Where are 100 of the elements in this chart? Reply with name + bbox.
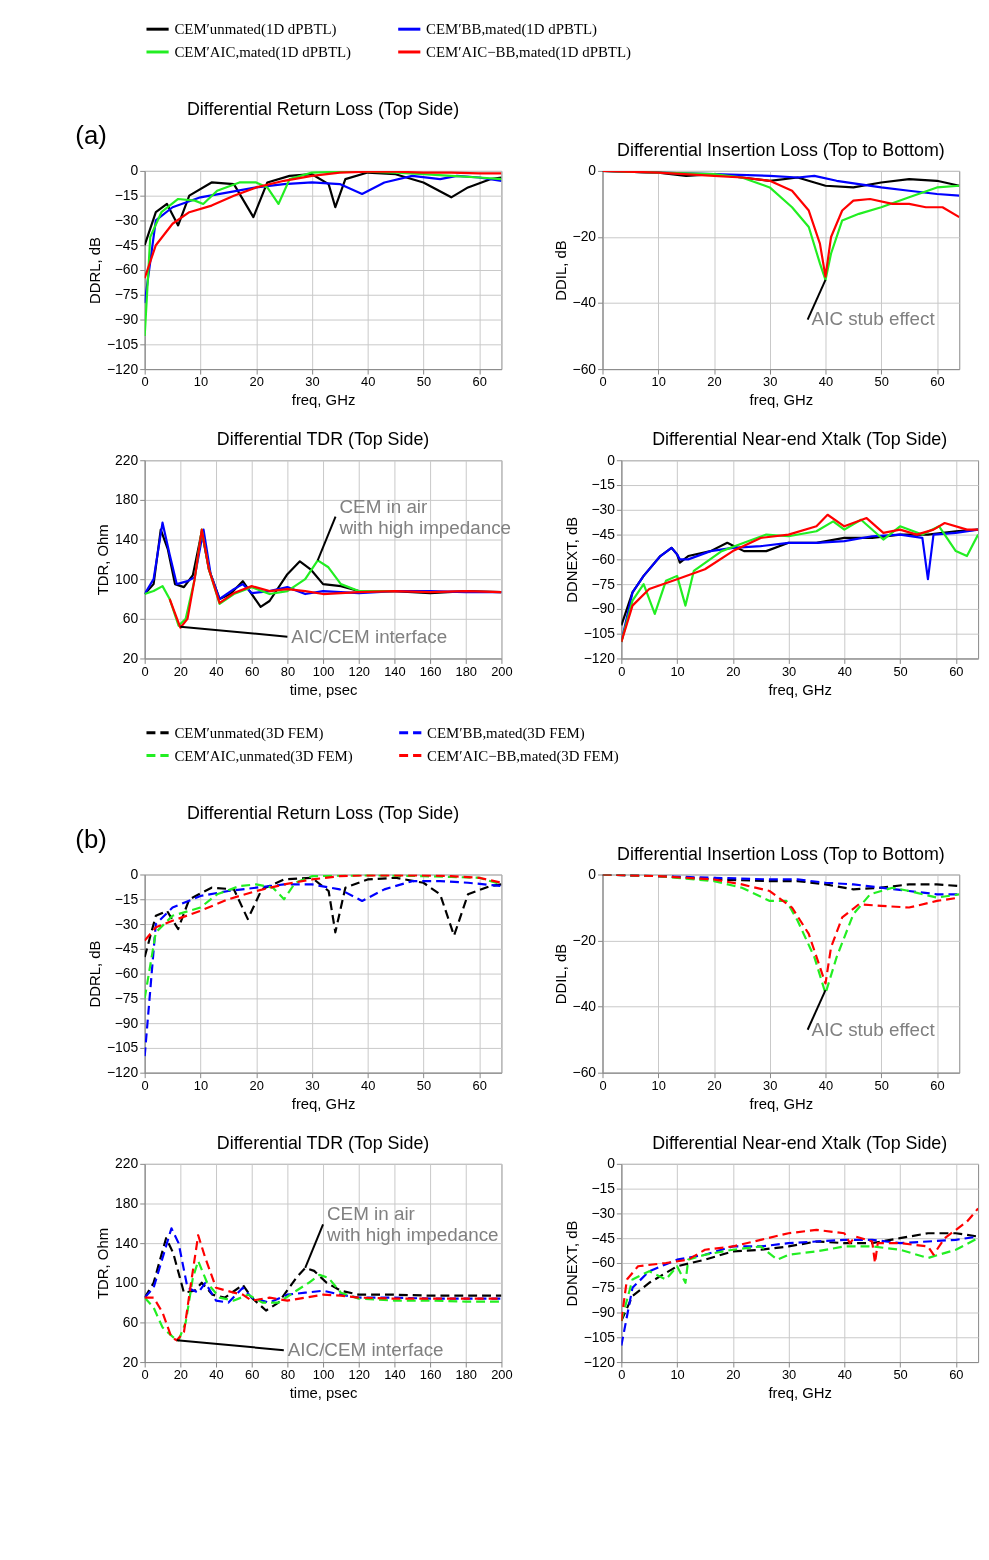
y-tick-label: 20 (122, 1353, 139, 1370)
legend-label: CEM′unmated(3D FEM) (174, 724, 324, 742)
legend-label: CEM′AIC,mated(1D dPBTL) (174, 43, 352, 61)
x-tick-label: 140 (384, 1367, 406, 1383)
line-series (144, 174, 502, 305)
annotation: CEM in air with high impedance (338, 495, 512, 538)
y-tick-label: 100 (115, 570, 139, 587)
y-tick-label: −30 (591, 501, 616, 518)
x-tick-label: 40 (209, 663, 224, 679)
legend-label: CEM′unmated(1D dPBTL) (174, 21, 337, 39)
x-tick-label: 0 (618, 663, 626, 679)
chart-title: Differential Near-end Xtalk (Top Side) (652, 429, 948, 450)
x-tick-label: 50 (893, 1367, 908, 1383)
x-tick-label: 100 (312, 1367, 335, 1383)
chart-title: Differential Return Loss (Top Side) (186, 99, 460, 120)
annotation: AIC/CEM interface (287, 1339, 444, 1361)
y-tick-label: −20 (572, 228, 597, 245)
x-tick-label: 40 (837, 1367, 852, 1383)
legend-label: CEM′BB,mated(1D dPBTL) (426, 21, 597, 39)
y-tick-label: 0 (130, 865, 139, 882)
y-tick-label: −120 (107, 360, 139, 377)
y-tick-label: 180 (115, 491, 139, 508)
y-tick-label: −60 (591, 1254, 616, 1271)
y-tick-label: −90 (114, 1014, 139, 1031)
y-tick-label: 0 (607, 1155, 616, 1172)
legend-label: CEM′AIC−BB,mated(1D dPBTL) (426, 43, 631, 61)
x-tick-label: 120 (348, 1367, 370, 1383)
y-tick-label: −20 (572, 932, 597, 949)
x-tick-label: 40 (209, 1367, 224, 1383)
x-tick-label: 40 (818, 1078, 834, 1094)
x-tick-label: 160 (419, 663, 442, 679)
x-tick-label: 10 (651, 1078, 666, 1094)
x-tick-label: 30 (763, 374, 778, 390)
x-tick-label: 20 (707, 1078, 722, 1094)
text: (b) (75, 824, 107, 853)
x-tick-label: 30 (763, 1078, 778, 1094)
line-series (144, 880, 502, 1058)
x-axis-title: freq, GHz (749, 1095, 814, 1112)
x-tick-label: 50 (893, 663, 908, 679)
y-tick-label: −75 (114, 989, 139, 1006)
y-tick-label: −75 (114, 286, 139, 303)
y-tick-label: −45 (114, 940, 139, 957)
x-tick-label: 60 (930, 1078, 945, 1094)
x-tick-label: 20 (726, 663, 741, 679)
y-tick-label: −105 (107, 335, 139, 352)
x-tick-label: 20 (249, 1078, 264, 1094)
x-tick-label: 40 (837, 663, 852, 679)
chart-title: Differential Insertion Loss (Top to Bottom) (617, 843, 945, 864)
y-tick-label: −60 (114, 965, 139, 982)
x-tick-label: 50 (874, 1078, 889, 1094)
y-tick-label: 0 (607, 451, 616, 468)
x-tick-label: 200 (491, 1367, 513, 1383)
x-tick-label: 50 (416, 374, 432, 390)
x-tick-label: 10 (193, 1078, 209, 1094)
x-tick-label: 10 (670, 1367, 685, 1383)
annotation: CEM in air with high impedance (326, 1203, 499, 1246)
y-tick-label: −30 (114, 915, 139, 932)
x-tick-label: 60 (245, 1367, 260, 1383)
y-tick-label: −60 (572, 360, 597, 377)
chart-title: Differential TDR (Top Side) (216, 429, 430, 450)
x-tick-label: 60 (472, 374, 487, 390)
x-tick-label: 20 (173, 1367, 189, 1383)
legend-label: CEM′AIC−BB,mated(3D FEM) (427, 747, 619, 765)
x-tick-label: 60 (930, 374, 945, 390)
y-axis-title: DDNEXT, dB (563, 516, 580, 603)
text: (a) (75, 121, 107, 150)
chart-title: Differential Near-end Xtalk (Top Side) (652, 1133, 948, 1153)
x-tick-label: 180 (455, 663, 477, 679)
x-tick-label: 0 (141, 663, 149, 679)
x-tick-label: 140 (384, 663, 406, 679)
line-series (144, 1259, 502, 1342)
x-tick-label: 0 (618, 1367, 626, 1383)
y-axis-title: DDIL, dB (552, 943, 569, 1005)
y-tick-label: −120 (583, 649, 616, 666)
y-tick-label: −15 (114, 890, 139, 907)
y-tick-label: −105 (107, 1039, 139, 1056)
chart-title: Differential Return Loss (Top Side) (186, 803, 460, 823)
x-tick-label: 60 (472, 1078, 487, 1094)
x-axis-title: freq, GHz (768, 681, 833, 698)
y-tick-label: 140 (115, 1234, 139, 1251)
x-tick-label: 180 (455, 1367, 477, 1383)
x-tick-label: 60 (949, 1367, 964, 1383)
line-series (144, 876, 502, 959)
x-axis-title: freq, GHz (749, 392, 814, 409)
x-tick-label: 160 (419, 1367, 442, 1383)
y-tick-label: −15 (114, 187, 139, 204)
x-axis-title: freq, GHz (291, 1095, 356, 1112)
y-tick-label: 0 (588, 865, 597, 882)
y-tick-label: −120 (107, 1064, 139, 1081)
y-tick-label: −90 (114, 311, 139, 327)
x-tick-label: 10 (651, 374, 666, 390)
x-tick-label: 50 (874, 374, 889, 390)
x-tick-label: 0 (141, 1367, 149, 1383)
x-tick-label: 30 (305, 374, 320, 390)
y-tick-label: −15 (591, 476, 616, 493)
line-series (144, 1227, 502, 1304)
chart-title: Differential TDR (Top Side) (216, 1133, 430, 1153)
y-tick-label: 60 (122, 1313, 139, 1330)
x-tick-label: 30 (305, 1078, 320, 1094)
legend-label: CEM′BB,mated(3D FEM) (427, 724, 585, 742)
